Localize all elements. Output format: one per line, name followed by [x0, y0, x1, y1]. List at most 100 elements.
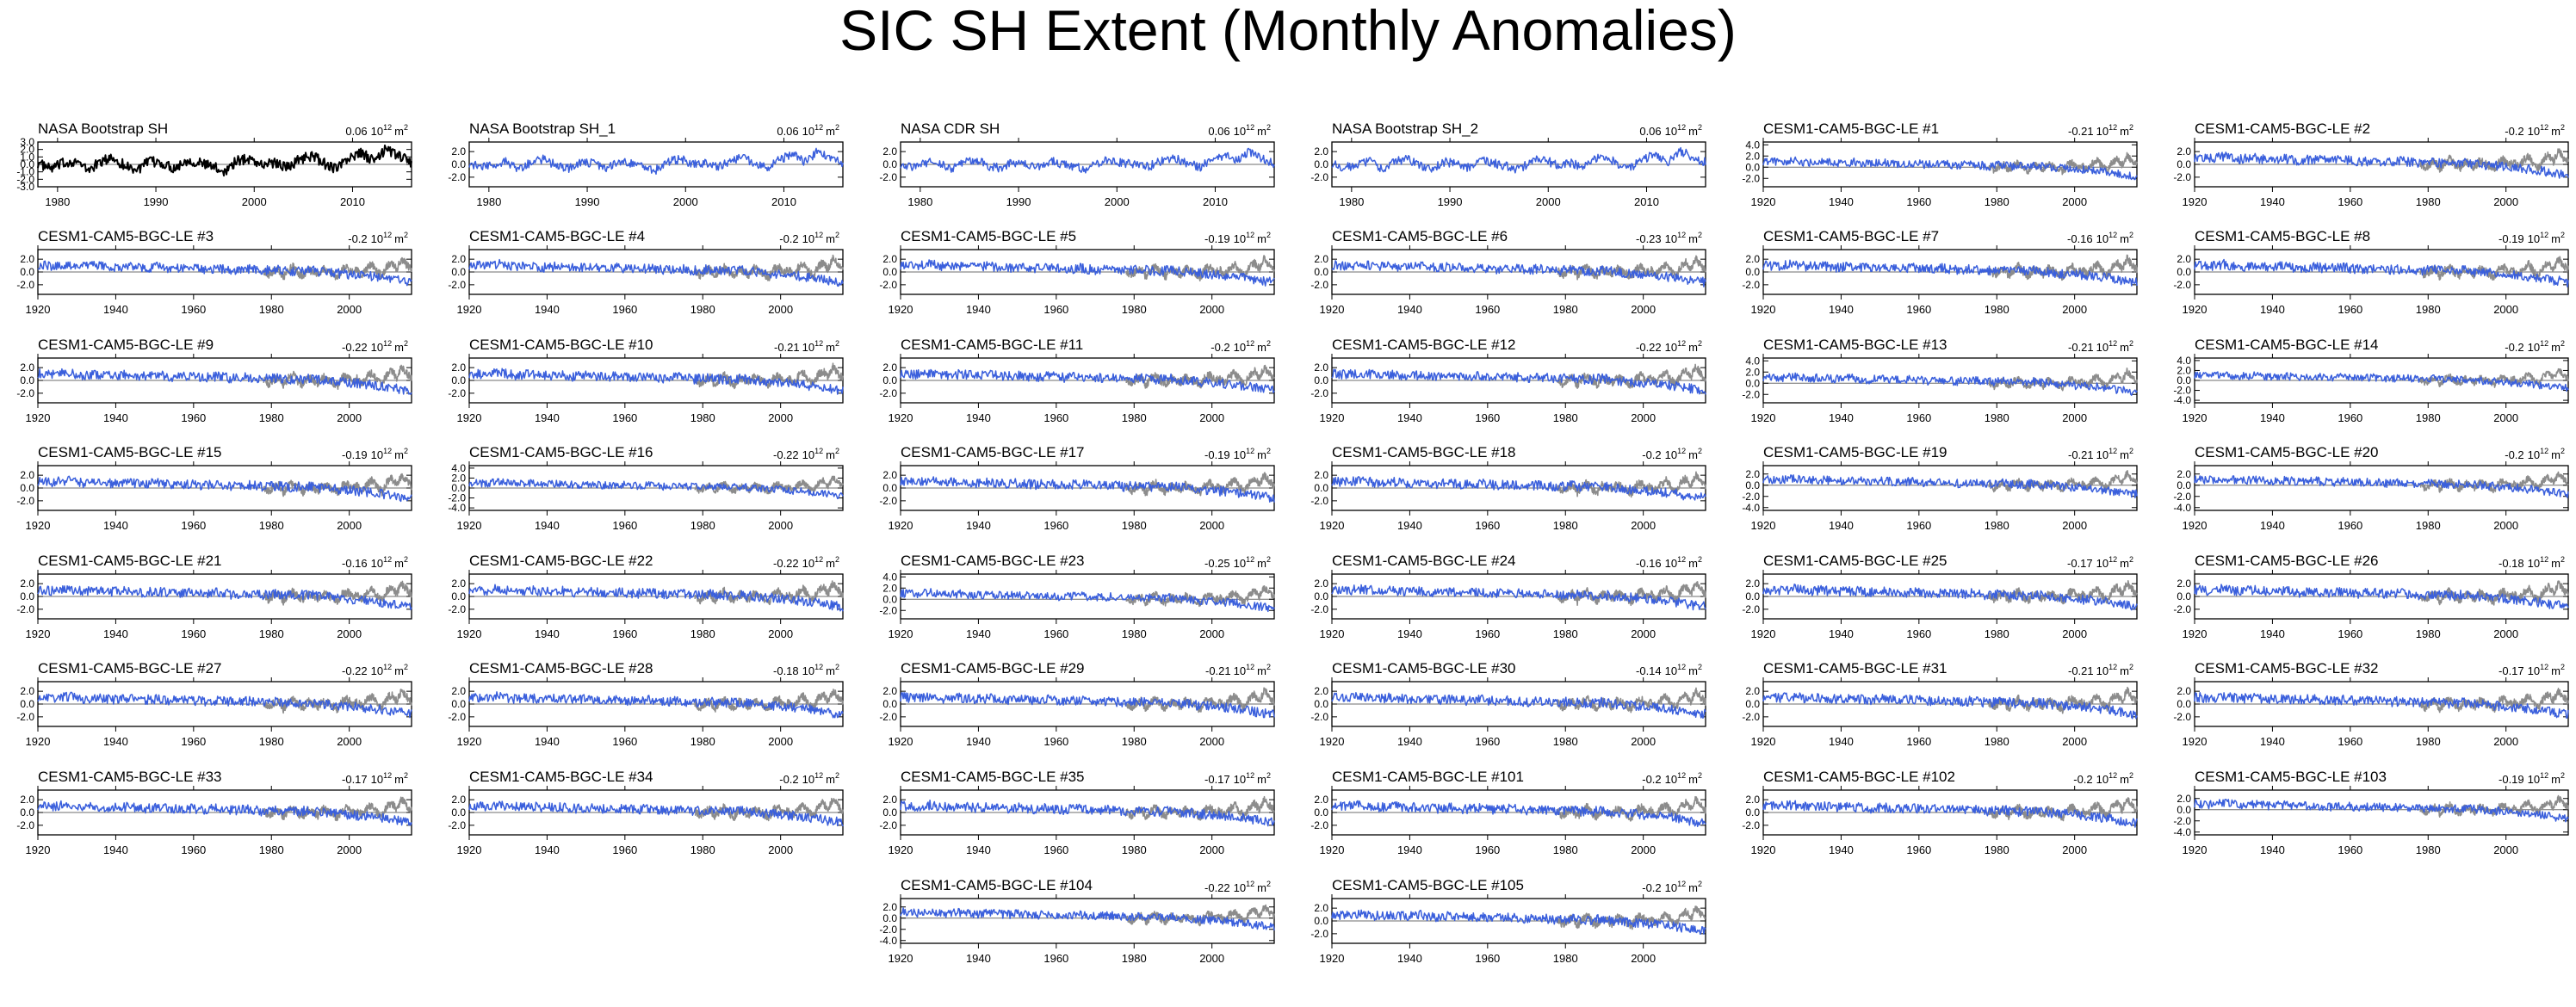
trend-unit-exponent: 2	[1266, 663, 1271, 671]
trend-unit: m	[394, 232, 404, 245]
trend-value: 0.06	[1639, 125, 1661, 138]
y-tick-label: -2.0	[16, 387, 34, 399]
y-tick-label: 0.0	[1314, 158, 1328, 170]
trend-label: -0.21 1012 m2	[1205, 663, 1271, 677]
x-tick-label: 1990	[1006, 195, 1031, 208]
chart-panel: CESM1-CAM5-BGC-LE #15 -0.19 1012 m2 2.00.0-2…	[16, 444, 412, 532]
trend-power-base: 10	[2528, 664, 2540, 677]
y-tick-label: 2.0	[2177, 468, 2191, 480]
trend-exponent: 12	[1677, 555, 1686, 564]
chart-panel: CESM1-CAM5-BGC-LE #27 -0.22 1012 m2 2.00.0-2…	[16, 660, 412, 748]
x-tick-label: 1940	[966, 303, 991, 316]
x-tick-label: 2000	[1199, 411, 1224, 424]
observed-overlay-series	[694, 689, 844, 713]
panel-title: CESM1-CAM5-BGC-LE #5	[901, 228, 1076, 244]
trend-power-base: 10	[802, 232, 814, 245]
x-tick-label: 2000	[1199, 735, 1224, 748]
x-tick-label: 1920	[457, 303, 482, 316]
y-tick-label: 2.0	[1314, 794, 1328, 806]
trend-exponent: 12	[2540, 555, 2548, 564]
trend-unit-exponent: 2	[2561, 447, 2565, 455]
chart-panel: CESM1-CAM5-BGC-LE #2 -0.2 1012 m2 2.00.0-2.0…	[2173, 120, 2569, 208]
panel-title: CESM1-CAM5-BGC-LE #23	[901, 553, 1085, 569]
trend-power-base: 10	[802, 557, 814, 570]
panel-title: CESM1-CAM5-BGC-LE #13	[1763, 337, 1947, 353]
y-tick-label: 0.0	[1314, 698, 1328, 710]
x-tick-label: 2000	[1631, 627, 1656, 640]
x-tick-label: 1940	[103, 735, 128, 748]
y-tick-label: 3.0	[20, 136, 34, 148]
x-tick-label: 1980	[1339, 195, 1364, 208]
y-tick-label: -2.0	[1742, 711, 1760, 723]
x-tick-label: 1920	[457, 519, 482, 532]
trend-unit: m	[2120, 664, 2129, 677]
trend-label: -0.21 1012 m2	[2068, 663, 2133, 677]
y-tick-label: 2.0	[1745, 685, 1760, 697]
x-tick-label: 1980	[1985, 627, 2009, 640]
y-tick-label: -2.0	[879, 171, 897, 183]
trend-unit-exponent: 2	[835, 663, 839, 671]
y-tick-label: -2.0	[1742, 819, 1760, 831]
y-tick-label: -2.0	[2173, 385, 2191, 397]
trend-value: -0.17	[1204, 773, 1230, 786]
trend-exponent: 12	[1677, 771, 1686, 780]
x-tick-label: 1920	[2183, 627, 2208, 640]
x-tick-label: 1980	[1553, 843, 1578, 856]
panel-title: CESM1-CAM5-BGC-LE #19	[1763, 444, 1947, 460]
y-tick-label: 0.0	[2177, 158, 2191, 170]
x-tick-label: 1960	[612, 627, 637, 640]
trend-power-base: 10	[2096, 557, 2108, 570]
trend-exponent: 12	[383, 231, 392, 239]
model-series	[1331, 476, 1706, 501]
y-tick-label: 0.0	[2177, 590, 2191, 602]
x-tick-label: 1940	[1397, 735, 1422, 748]
model-series	[468, 691, 844, 719]
observed-overlay-series	[1988, 470, 2138, 493]
model-series	[2194, 151, 2569, 179]
y-tick-label: 0.0	[2177, 698, 2191, 710]
chart-panel: CESM1-CAM5-BGC-LE #26 -0.18 1012 m2 2.00.0-2…	[2173, 553, 2569, 640]
trend-power-base: 10	[1665, 557, 1677, 570]
x-tick-label: 1960	[181, 303, 206, 316]
trend-value: -0.22	[773, 557, 799, 570]
x-tick-label: 2000	[2062, 519, 2087, 532]
y-tick-label: 2.0	[882, 901, 897, 913]
x-tick-label: 2000	[768, 519, 793, 532]
x-tick-label: 1940	[2260, 843, 2285, 856]
trend-label: -0.16 1012 m2	[1636, 555, 1702, 570]
observed-overlay-series	[1557, 581, 1706, 607]
trend-exponent: 12	[814, 447, 823, 455]
trend-power-base: 10	[1234, 557, 1246, 570]
x-tick-label: 1940	[966, 519, 991, 532]
y-tick-label: 2.0	[451, 253, 466, 265]
chart-panel: CESM1-CAM5-BGC-LE #29 -0.21 1012 m2 2.00.0-2…	[879, 660, 1275, 748]
x-tick-label: 1920	[1751, 411, 1776, 424]
trend-unit-exponent: 2	[2561, 123, 2565, 132]
x-tick-label: 1920	[1751, 627, 1776, 640]
model-series	[2194, 258, 2569, 287]
x-tick-label: 1920	[1320, 843, 1345, 856]
x-tick-label: 2000	[673, 195, 698, 208]
y-tick-label: 2.0	[20, 253, 34, 265]
x-tick-label: 2000	[242, 195, 267, 208]
trend-exponent: 12	[814, 771, 823, 780]
chart-panel: CESM1-CAM5-BGC-LE #102 -0.2 1012 m2 2.00.0-2…	[1742, 769, 2138, 856]
x-tick-label: 1980	[2416, 303, 2441, 316]
y-tick-label: -2.0	[1310, 928, 1328, 940]
x-tick-label: 2000	[2493, 843, 2518, 856]
x-tick-label: 1920	[1751, 195, 1776, 208]
x-tick-label: 1940	[1829, 843, 1854, 856]
y-tick-label: 0.0	[1745, 590, 1760, 602]
trend-value: -0.14	[1636, 664, 1662, 677]
x-tick-label: 1940	[2260, 627, 2285, 640]
chart-panel: CESM1-CAM5-BGC-LE #14 -0.2 1012 m2 4.02.00.0…	[2173, 337, 2569, 424]
chart-panel: CESM1-CAM5-BGC-LE #33 -0.17 1012 m2 2.00.0-2…	[16, 769, 412, 856]
panel-title: CESM1-CAM5-BGC-LE #30	[1332, 660, 1516, 676]
x-tick-label: 1960	[181, 411, 206, 424]
x-tick-label: 1940	[1397, 411, 1422, 424]
x-tick-label: 2000	[1631, 735, 1656, 748]
y-tick-label: 2.0	[20, 144, 34, 156]
x-tick-label: 2000	[2493, 303, 2518, 316]
trend-power-base: 10	[371, 125, 383, 138]
model-series	[900, 799, 1275, 827]
